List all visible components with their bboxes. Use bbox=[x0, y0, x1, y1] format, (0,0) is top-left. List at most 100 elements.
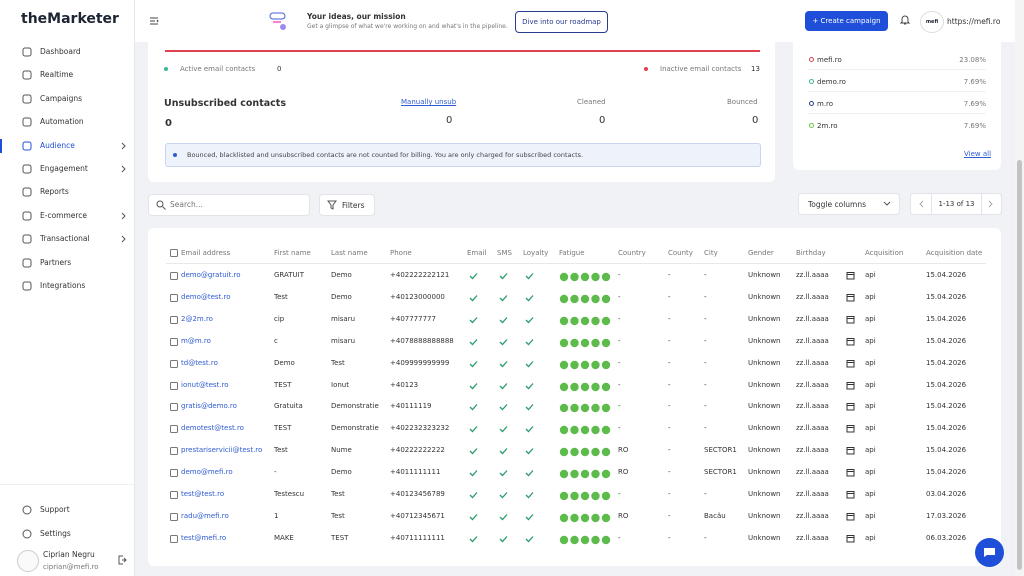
menu-toggle[interactable] bbox=[149, 16, 159, 26]
table-row[interactable]: test@mefi.ro MAKE TEST +40711111111 - - - Unkno… bbox=[148, 533, 1001, 547]
cell: zz.ll.aaaa bbox=[796, 424, 829, 433]
nav-icon bbox=[22, 94, 32, 104]
table-row[interactable]: td@test.ro Demo Test +409999999999 - - - Unknow… bbox=[148, 358, 1001, 372]
nav-item[interactable]: Audience bbox=[0, 138, 134, 153]
cell: api bbox=[865, 424, 876, 433]
email-link[interactable]: gratis@demo.ro bbox=[181, 402, 237, 411]
inactive-dot bbox=[644, 67, 648, 71]
active-value: 0 bbox=[277, 65, 282, 73]
cell: api bbox=[865, 511, 876, 520]
avatar[interactable] bbox=[17, 550, 39, 572]
cell: - bbox=[618, 271, 621, 279]
nav-icon bbox=[22, 529, 32, 538]
toggle-columns-label: Toggle columns bbox=[808, 200, 867, 209]
cell: TEST bbox=[274, 380, 292, 389]
table-row[interactable]: demotest@test.ro TEST Demonstratie +4022323… bbox=[148, 423, 1001, 437]
logout-icon[interactable] bbox=[117, 555, 127, 565]
email-link[interactable]: demo@mefi.ro bbox=[181, 468, 233, 477]
calendar-icon bbox=[846, 359, 855, 368]
cell: 03.04.2026 bbox=[926, 490, 967, 498]
cell: - bbox=[704, 402, 707, 411]
table-row[interactable]: demo@gratuit.ro GRATUIT Demo +402222222121 -… bbox=[148, 270, 1001, 284]
fatigue-dots bbox=[559, 491, 611, 501]
check-icon bbox=[469, 470, 478, 477]
next-page[interactable] bbox=[988, 200, 994, 208]
check-icon bbox=[469, 382, 478, 389]
manual-unsub-link[interactable]: Manually unsub bbox=[401, 98, 457, 106]
view-all-link[interactable]: View all bbox=[964, 150, 992, 158]
notice-dot bbox=[173, 153, 177, 157]
cell: Test bbox=[331, 358, 345, 367]
notifications-icon[interactable] bbox=[899, 14, 911, 26]
brand[interactable]: theMarketer bbox=[21, 11, 119, 27]
email-link[interactable]: prestariservicii@test.ro bbox=[181, 446, 263, 455]
cell: - bbox=[668, 402, 671, 411]
account-url[interactable]: https://mefi.ro bbox=[947, 17, 1001, 26]
footer-nav-item[interactable]: Settings bbox=[0, 527, 134, 541]
footer-nav-item[interactable]: Support bbox=[0, 503, 134, 517]
table-row[interactable]: m@m.ro c misaru +4078888888888 - - - Unknown zz.… bbox=[148, 336, 1001, 350]
email-link[interactable]: m@m.ro bbox=[181, 336, 211, 345]
email-link[interactable]: demo@test.ro bbox=[181, 292, 231, 301]
nav-item[interactable]: Realtime bbox=[0, 68, 134, 82]
account-logo[interactable]: mefi bbox=[920, 11, 944, 33]
email-link[interactable]: ionut@test.ro bbox=[181, 380, 229, 389]
email-link[interactable]: test@test.ro bbox=[181, 490, 225, 498]
email-link[interactable]: 2@2m.ro bbox=[181, 314, 213, 323]
roadmap-button[interactable]: Dive into our roadmap bbox=[515, 11, 608, 33]
cell: misaru bbox=[331, 314, 356, 323]
cell: api bbox=[865, 468, 876, 477]
row-checkbox bbox=[170, 447, 178, 456]
table-row[interactable]: test@test.ro Testescu Test +40123456789 - - - U… bbox=[148, 489, 1001, 503]
nav-item[interactable]: Engagement bbox=[0, 162, 134, 176]
check-icon bbox=[469, 360, 478, 368]
cell: Demo bbox=[331, 271, 352, 279]
nav-item[interactable]: Transactional bbox=[0, 232, 134, 246]
nav-item[interactable]: Reports bbox=[0, 185, 134, 199]
topbar: Your ideas, our mission Get a glimpse of… bbox=[135, 0, 1024, 42]
table-row[interactable]: 2@2m.ro cip misaru +407777777 - - - Unknown zz.l… bbox=[148, 314, 1001, 328]
chat-button[interactable] bbox=[975, 538, 1004, 567]
check-icon bbox=[499, 492, 508, 499]
table-row[interactable]: radu@mefi.ro 1 Test +40712345671 RO - Bacău Unk… bbox=[148, 511, 1001, 525]
fatigue-dots bbox=[559, 382, 611, 391]
cell: Nume bbox=[331, 446, 352, 455]
cell: - bbox=[704, 292, 707, 301]
cell: 06.03.2026 bbox=[926, 533, 967, 542]
nav-item[interactable]: Automation bbox=[0, 115, 134, 129]
toggle-columns-button[interactable]: Toggle columns bbox=[798, 193, 900, 215]
cell: - bbox=[704, 336, 707, 345]
cell: Unknown bbox=[748, 533, 781, 542]
nav-item[interactable]: Dashboard bbox=[0, 45, 134, 59]
nav-chevron bbox=[121, 165, 126, 173]
domain-divider bbox=[808, 69, 986, 70]
nav-item[interactable]: Integrations bbox=[0, 279, 134, 293]
nav-label: Audience bbox=[40, 140, 75, 150]
cell: - bbox=[668, 511, 671, 520]
nav-item[interactable]: Campaigns bbox=[0, 92, 134, 106]
row-checkbox bbox=[170, 381, 178, 390]
cell: Ionut bbox=[331, 380, 349, 389]
table-row[interactable]: demo@mefi.ro - Demo +4011111111 RO - SECTOR1 Un… bbox=[148, 467, 1001, 481]
domain-share: 7.69% bbox=[963, 78, 986, 86]
nav-item[interactable]: Partners bbox=[0, 256, 134, 270]
email-link[interactable]: test@mefi.ro bbox=[181, 533, 227, 542]
cell: GRATUIT bbox=[274, 271, 304, 279]
email-link[interactable]: demotest@test.ro bbox=[181, 424, 244, 433]
email-link[interactable]: radu@mefi.ro bbox=[181, 511, 229, 520]
table-row[interactable]: prestariservicii@test.ro Test Nume +4022222… bbox=[148, 445, 1001, 459]
cell: +409999999999 bbox=[390, 358, 450, 367]
create-campaign-button[interactable]: + Create campaign bbox=[805, 11, 888, 31]
cell: - bbox=[668, 533, 671, 542]
email-link[interactable]: td@test.ro bbox=[181, 358, 218, 367]
table-row[interactable]: gratis@demo.ro Gratuita Demonstratie +40111… bbox=[148, 401, 1001, 415]
table-row[interactable]: ionut@test.ro TEST Ionut +40123 - - - Unknown zz… bbox=[148, 380, 1001, 394]
search-box[interactable]: Search... bbox=[148, 194, 310, 216]
email-link[interactable]: demo@gratuit.ro bbox=[181, 271, 241, 279]
filters-button[interactable]: Filters bbox=[319, 194, 375, 216]
nav-item[interactable]: E-commerce bbox=[0, 209, 134, 223]
table-row[interactable]: demo@test.ro Test Demo +40123000000 - - - Unkno… bbox=[148, 292, 1001, 306]
prev-page[interactable] bbox=[918, 200, 924, 208]
fatigue-dots bbox=[559, 404, 611, 413]
nav-chevron bbox=[121, 235, 126, 243]
